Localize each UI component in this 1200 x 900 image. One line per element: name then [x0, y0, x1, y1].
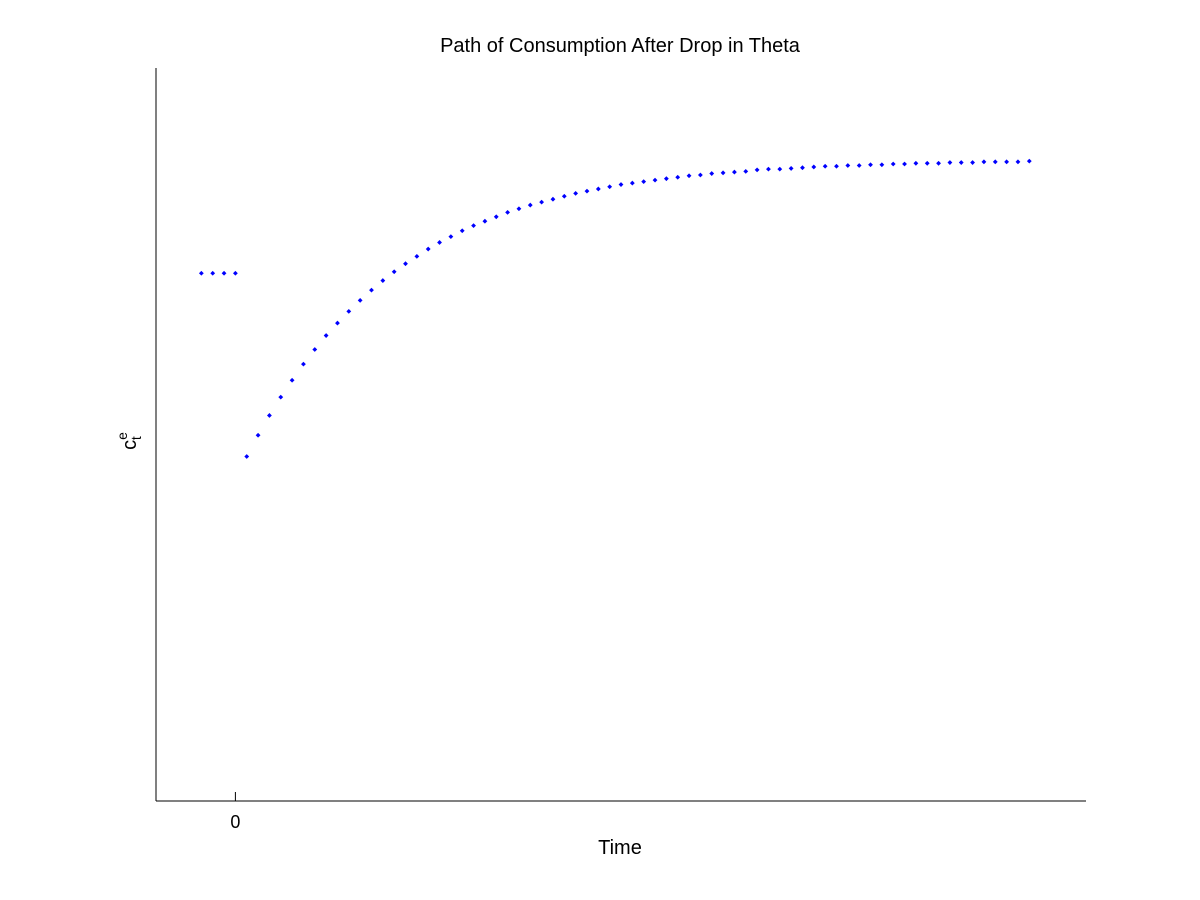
- data-point: [1004, 159, 1010, 165]
- data-point: [800, 165, 805, 171]
- y-axis-label: cet: [114, 432, 144, 450]
- data-point: [595, 186, 601, 192]
- data-point: [1026, 158, 1032, 164]
- data-point: [652, 177, 658, 183]
- data-point: [970, 160, 975, 165]
- data-point: [992, 159, 998, 165]
- data-point: [686, 173, 692, 179]
- data-point: [981, 159, 987, 165]
- data-point: [1015, 159, 1021, 165]
- data-point: [550, 196, 556, 202]
- data-point: [232, 270, 238, 276]
- data-point: [471, 223, 476, 228]
- data-point: [278, 394, 284, 400]
- data-point: [539, 199, 545, 205]
- data-point: [335, 320, 340, 326]
- data-point: [924, 160, 930, 166]
- data-point: [357, 297, 363, 303]
- data-point: [856, 163, 862, 168]
- data-point: [561, 193, 567, 199]
- data-point: [958, 160, 964, 165]
- data-point: [697, 172, 703, 178]
- data-point: [709, 171, 715, 176]
- data-point: [584, 188, 590, 194]
- data-point: [641, 179, 647, 185]
- data-point: [482, 218, 488, 224]
- data-point: [890, 161, 896, 167]
- data-point: [527, 202, 533, 208]
- x-axis-label: Time: [598, 837, 642, 859]
- data-point: [198, 270, 204, 276]
- data-point: [743, 168, 749, 174]
- data-point: [822, 163, 828, 169]
- data-point: [369, 287, 374, 293]
- data-point: [629, 180, 635, 186]
- data-point: [244, 454, 250, 459]
- x-tick-label: 0: [230, 812, 240, 832]
- data-point: [425, 246, 431, 252]
- data-point: [346, 308, 352, 314]
- data-point: [879, 162, 885, 168]
- data-point: [845, 163, 851, 168]
- data-point: [493, 214, 499, 220]
- data-point: [607, 184, 613, 190]
- data-point: [913, 160, 919, 166]
- x-ticks: 0: [230, 792, 240, 832]
- data-point: [391, 269, 397, 275]
- data-point: [448, 234, 454, 239]
- y-axis-label-base: c: [119, 440, 141, 450]
- data-point: [289, 377, 295, 383]
- data-point: [573, 190, 579, 196]
- data-point: [675, 174, 681, 180]
- data-points: [198, 158, 1032, 459]
- data-point: [936, 160, 941, 166]
- data-point: [732, 169, 737, 175]
- data-point: [663, 176, 669, 182]
- data-point: [754, 167, 760, 173]
- data-point: [947, 160, 953, 165]
- data-point: [380, 278, 386, 283]
- data-point: [516, 206, 522, 212]
- data-point: [777, 166, 783, 172]
- data-point: [834, 163, 839, 169]
- y-axis-label-subscript: t: [128, 436, 144, 440]
- svg-text:cet: cet: [114, 432, 144, 450]
- data-point: [323, 333, 329, 338]
- y-axis-label-superscript: e: [114, 432, 130, 440]
- data-point: [255, 432, 261, 438]
- data-point: [505, 210, 510, 215]
- data-point: [301, 361, 306, 367]
- data-point: [618, 182, 624, 187]
- data-point: [868, 162, 873, 168]
- data-point: [414, 253, 420, 259]
- data-point: [267, 413, 272, 418]
- data-point: [312, 347, 318, 352]
- data-point: [221, 270, 227, 276]
- chart-title: Path of Consumption After Drop in Theta: [440, 35, 801, 57]
- data-point: [459, 228, 465, 234]
- data-point: [720, 170, 726, 176]
- data-point: [902, 161, 907, 167]
- data-point: [766, 166, 771, 172]
- data-point: [788, 166, 794, 171]
- data-point: [437, 240, 442, 245]
- data-point: [811, 164, 817, 170]
- data-point: [403, 261, 408, 267]
- data-point: [210, 270, 216, 276]
